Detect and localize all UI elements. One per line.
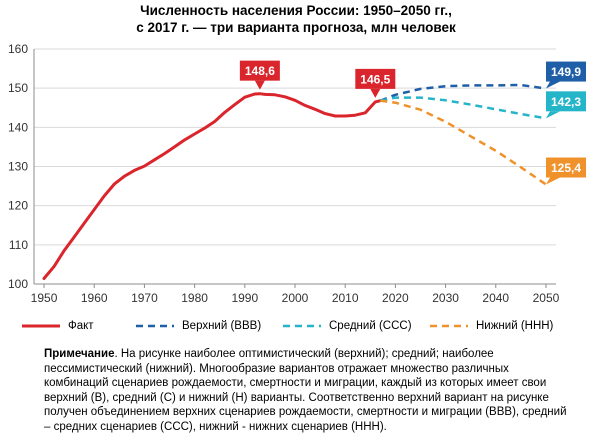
callout-value: 148,6 (245, 64, 275, 78)
population-chart: 100 110 120 130 140 150 160 1950 1960 1970 1980 199… (8, 42, 586, 305)
chart-title: Численность населения России: 1950–2050 … (0, 2, 592, 36)
x-tick-label: 2050 (533, 291, 560, 305)
value-callout-mid-3: 142,3 (545, 91, 586, 119)
value-callout-low-4: 125,4 (545, 157, 586, 185)
callout-pointer (545, 81, 560, 89)
legend-label: Нижний (ННН) (476, 320, 554, 332)
legend-item-low: Нижний (ННН) (428, 316, 553, 336)
y-tick-label: 110 (9, 238, 28, 252)
callout-box (546, 61, 586, 82)
x-tick-label: 2000 (282, 291, 309, 305)
series-line-low (380, 99, 547, 186)
legend-swatch (136, 324, 174, 328)
y-tick-label: 150 (8, 81, 28, 95)
chart-title-line-2: с 2017 г. — три варианта прогноза, млн ч… (136, 20, 456, 35)
x-tick-label: 1960 (81, 291, 108, 305)
legend-label: Средний (ССС) (329, 320, 412, 332)
legend-swatch (283, 324, 321, 328)
x-tick-label: 1990 (231, 291, 258, 305)
value-callout-fact-0: 148,6 (239, 60, 280, 90)
callout-value: 125,4 (551, 161, 581, 175)
chart-legend: Факт Верхний (ВВВ) Средний (ССС) Нижний (НН… (12, 316, 587, 338)
x-tick-label: 2040 (482, 291, 509, 305)
legend-item-high: Верхний (ВВВ) (134, 316, 261, 336)
legend-label: Верхний (ВВВ) (182, 320, 262, 332)
chart-title-line-1: Численность населения России: 1950–2050 … (140, 3, 452, 18)
x-tick-label: 2020 (382, 291, 409, 305)
legend-item-mid: Средний (ССС) (281, 316, 412, 336)
legend-swatch (430, 324, 468, 328)
value-annotations: 148,6 146,5 149,9 142,3 125,4 (239, 60, 586, 185)
x-tick-label: 2010 (332, 291, 359, 305)
y-tick-label: 140 (8, 120, 28, 134)
series-line-mid (380, 96, 547, 120)
y-tick-label: 160 (8, 42, 28, 56)
callout-value: 142,3 (551, 95, 581, 109)
y-tick-label: 100 (8, 277, 28, 291)
y-tick-label: 130 (8, 160, 28, 174)
value-callout-high-2: 149,9 (545, 61, 586, 89)
footnote: Примечание. На рисунке наиболее оптимист… (44, 347, 574, 434)
legend-swatch (22, 324, 60, 328)
callout-pointer (545, 177, 560, 185)
callout-pointer (254, 80, 265, 90)
x-tick-label: 1950 (31, 291, 58, 305)
callout-pointer (370, 88, 381, 98)
footnote-text: . На рисунке наиболее оптимистический (в… (44, 348, 567, 433)
callout-box (239, 60, 280, 81)
legend-item-fact: Факт (20, 316, 94, 336)
callout-value: 146,5 (360, 72, 390, 86)
x-tick-label: 1980 (181, 291, 208, 305)
legend-label: Факт (68, 320, 94, 332)
footnote-heading: Примечание (44, 348, 115, 360)
callout-box (546, 91, 586, 112)
callout-box (546, 157, 586, 178)
callout-pointer (545, 111, 560, 119)
series-line-fact (42, 92, 382, 280)
series-lines (42, 83, 547, 280)
callout-value: 149,9 (551, 65, 581, 79)
value-callout-fact-1: 146,5 (355, 68, 396, 98)
axes: 100 110 120 130 140 150 160 1950 1960 1970 1980 199… (8, 42, 560, 305)
x-tick-label: 2030 (432, 291, 459, 305)
y-tick-label: 120 (8, 199, 28, 213)
x-tick-label: 1970 (131, 291, 158, 305)
series-line-high (379, 83, 547, 102)
callout-box (355, 68, 396, 89)
